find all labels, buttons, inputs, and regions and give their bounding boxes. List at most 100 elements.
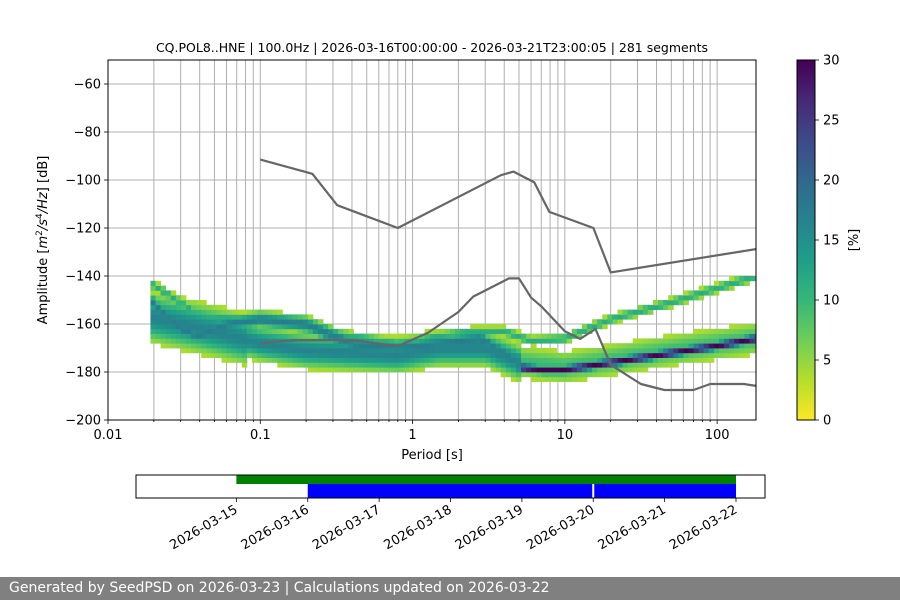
psd-cell: [257, 333, 263, 339]
psd-cell: [688, 333, 694, 339]
psd-cell: [612, 348, 618, 354]
psd-cell: [749, 276, 755, 282]
psd-cell: [612, 343, 618, 349]
psd-cell: [541, 376, 547, 382]
psd-cell: [729, 338, 735, 344]
psd-cell: [373, 343, 380, 349]
psd-cell: [211, 333, 217, 339]
psd-cell: [449, 357, 456, 363]
psd-cell: [292, 352, 299, 358]
psd-cell: [262, 343, 268, 349]
psd-cell: [495, 362, 502, 368]
psd-cell: [444, 338, 451, 344]
psd-cell: [581, 328, 588, 334]
psd-cell: [170, 309, 177, 315]
psd-cell: [744, 280, 750, 286]
psd-cell: [262, 333, 268, 339]
psd-cell: [191, 328, 197, 334]
psd-cell: [317, 362, 324, 368]
psd-cell: [216, 348, 222, 354]
psd-cell: [196, 343, 202, 349]
psd-cell: [505, 367, 512, 373]
psd-cell: [673, 295, 679, 301]
psd-cell: [399, 357, 405, 363]
psd-cell: [348, 357, 354, 363]
psd-cell: [515, 357, 522, 363]
psd-cell: [465, 333, 471, 339]
y-tick-label: −60: [74, 78, 101, 93]
psd-cell: [257, 343, 263, 349]
psd-cell: [663, 348, 669, 354]
psd-cell: [246, 352, 253, 358]
psd-cell: [571, 357, 578, 363]
y-tick-label: −80: [74, 126, 101, 141]
psd-cell: [749, 333, 755, 339]
psd-cell: [404, 343, 410, 349]
psd-cell: [658, 304, 664, 310]
x-tick-label: 1: [408, 428, 416, 443]
psd-cell: [216, 343, 222, 349]
psd-cell: [734, 324, 740, 330]
psd-cell: [358, 367, 365, 373]
y-tick-label: −100: [65, 174, 101, 189]
psd-cell: [658, 300, 664, 306]
psd-cell: [495, 367, 502, 373]
psd-cell: [231, 343, 238, 349]
psd-cell: [637, 357, 644, 363]
psd-cell: [307, 328, 314, 334]
psd-cell: [434, 357, 441, 363]
psd-cell: [744, 276, 750, 282]
psd-cell: [490, 367, 497, 373]
psd-cell: [211, 338, 217, 344]
psd-cell: [262, 352, 268, 358]
psd-cell: [602, 357, 608, 363]
psd-cell: [500, 348, 507, 354]
psd-cell: [277, 324, 283, 330]
psd-cell: [150, 280, 156, 286]
psd-cell: [470, 328, 476, 334]
psd-cell: [612, 357, 618, 363]
psd-cell: [754, 333, 756, 339]
psd-cell: [693, 343, 700, 349]
psd-cell: [536, 338, 542, 344]
psd-cell: [211, 328, 217, 334]
psd-cell: [647, 343, 654, 349]
psd-cell: [231, 348, 238, 354]
psd-cell: [231, 338, 238, 344]
psd-cell: [663, 300, 669, 306]
psd-cell: [251, 314, 258, 320]
psd-cell: [312, 367, 319, 373]
psd-cell: [363, 352, 370, 358]
y-tick-label: −160: [65, 318, 101, 333]
psd-cell: [419, 338, 425, 344]
psd-cell: [698, 348, 705, 354]
psd-cell: [241, 328, 248, 334]
psd-cell: [226, 314, 233, 320]
psd-cell: [165, 314, 172, 320]
psd-cell: [724, 343, 730, 349]
psd-cell: [475, 333, 481, 339]
psd-cell: [612, 314, 618, 320]
psd-cell: [449, 348, 456, 354]
psd-cell: [328, 333, 334, 339]
psd-cell: [607, 319, 613, 325]
psd-cell: [267, 348, 273, 354]
psd-cell: [597, 352, 603, 358]
psd-cell: [693, 290, 700, 296]
psd-cell: [302, 319, 309, 325]
psd-cell: [678, 343, 684, 349]
psd-cell: [658, 338, 664, 344]
psd-cell: [175, 295, 182, 301]
psd-cell: [744, 343, 750, 349]
psd-cell: [500, 372, 507, 378]
psd-cell: [531, 362, 537, 368]
psd-cell: [460, 328, 466, 334]
psd-cell: [754, 324, 756, 330]
psd-cell: [627, 352, 634, 358]
psd-cell: [231, 319, 238, 325]
psd-cell: [191, 338, 197, 344]
psd-cell: [505, 357, 512, 363]
psd-cell: [348, 328, 354, 334]
psd-cell: [328, 362, 334, 368]
psd-cell: [292, 333, 299, 339]
